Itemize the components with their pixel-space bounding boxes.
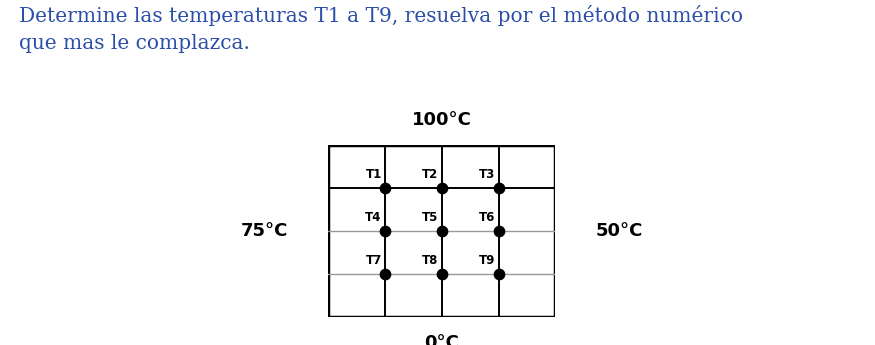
Text: 50°C: 50°C <box>595 222 642 240</box>
Text: T1: T1 <box>366 168 382 180</box>
Text: T8: T8 <box>422 254 438 267</box>
Text: T2: T2 <box>423 168 438 180</box>
Text: T5: T5 <box>422 211 438 224</box>
Point <box>492 185 506 191</box>
Point <box>492 228 506 234</box>
Point <box>435 272 449 277</box>
Text: T9: T9 <box>479 254 495 267</box>
Point <box>435 228 449 234</box>
Text: T6: T6 <box>479 211 495 224</box>
Text: T3: T3 <box>479 168 495 180</box>
Text: Determine las temperaturas T1 a T9, resuelva por el método numérico
que mas le c: Determine las temperaturas T1 a T9, resu… <box>19 5 743 53</box>
Point <box>378 185 392 191</box>
Point <box>378 272 392 277</box>
Point <box>492 272 506 277</box>
Text: T7: T7 <box>366 254 382 267</box>
Text: T4: T4 <box>365 211 382 224</box>
Text: 100°C: 100°C <box>412 111 472 129</box>
Point <box>378 228 392 234</box>
Text: 75°C: 75°C <box>242 222 289 240</box>
Point <box>435 185 449 191</box>
Text: 0°C: 0°C <box>424 334 459 345</box>
